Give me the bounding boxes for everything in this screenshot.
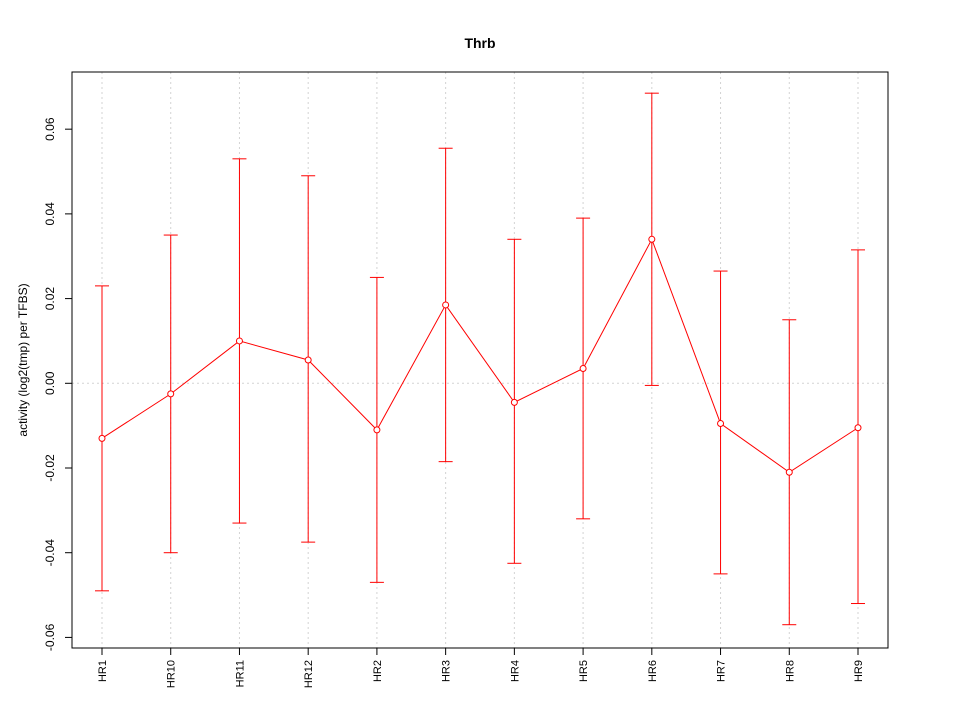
- x-tick-label: HR6: [647, 660, 659, 682]
- x-tick-label: HR8: [784, 660, 796, 682]
- y-tick-label: -0.02: [43, 454, 57, 482]
- y-tick-label: 0.04: [43, 202, 57, 226]
- y-tick-label: 0.02: [43, 287, 57, 311]
- series-line: [101, 238, 859, 473]
- x-tick-label: HR2: [372, 660, 384, 682]
- x-axis: HR1 HR10 HR11 HR12 HR2 HR3 HR4 HR5 HR6 HR7 HR8 HR9: [97, 648, 865, 688]
- chart-title: Thrb: [464, 35, 495, 51]
- data-point: [167, 390, 175, 398]
- y-tick-label: 0.06: [43, 117, 57, 141]
- data-point: [304, 356, 312, 364]
- y-axis: -0.06 -0.04 -0.02 0.00 0.02 0.04 0.06: [43, 117, 72, 651]
- data-point: [442, 301, 450, 309]
- x-tick-label: HR10: [166, 660, 178, 688]
- y-tick-label: -0.06: [43, 623, 57, 651]
- data-point: [235, 337, 243, 345]
- plot-frame: [71, 71, 889, 649]
- data-point: [717, 420, 725, 428]
- x-tick-label: HR11: [234, 660, 246, 687]
- x-tick-label: HR12: [303, 660, 315, 688]
- x-tick-label: HR3: [441, 660, 453, 682]
- x-tick-label: HR4: [509, 660, 521, 682]
- data-point: [785, 468, 793, 476]
- data-point: [579, 364, 587, 372]
- grid: [72, 72, 888, 648]
- x-tick-label: HR9: [853, 660, 865, 682]
- y-axis-label: activity (log2(tmp) per TFBS): [16, 283, 30, 436]
- data-point: [98, 434, 106, 442]
- data-point: [510, 398, 518, 406]
- x-tick-label: HR1: [97, 660, 109, 682]
- y-tick-label: 0.00: [43, 371, 57, 395]
- x-tick-label: HR7: [716, 660, 728, 682]
- plot-series: [95, 92, 865, 626]
- x-tick-label: HR5: [578, 660, 590, 682]
- data-point: [373, 426, 381, 434]
- data-point: [648, 235, 656, 243]
- y-tick-label: -0.04: [43, 539, 57, 567]
- data-point: [854, 424, 862, 432]
